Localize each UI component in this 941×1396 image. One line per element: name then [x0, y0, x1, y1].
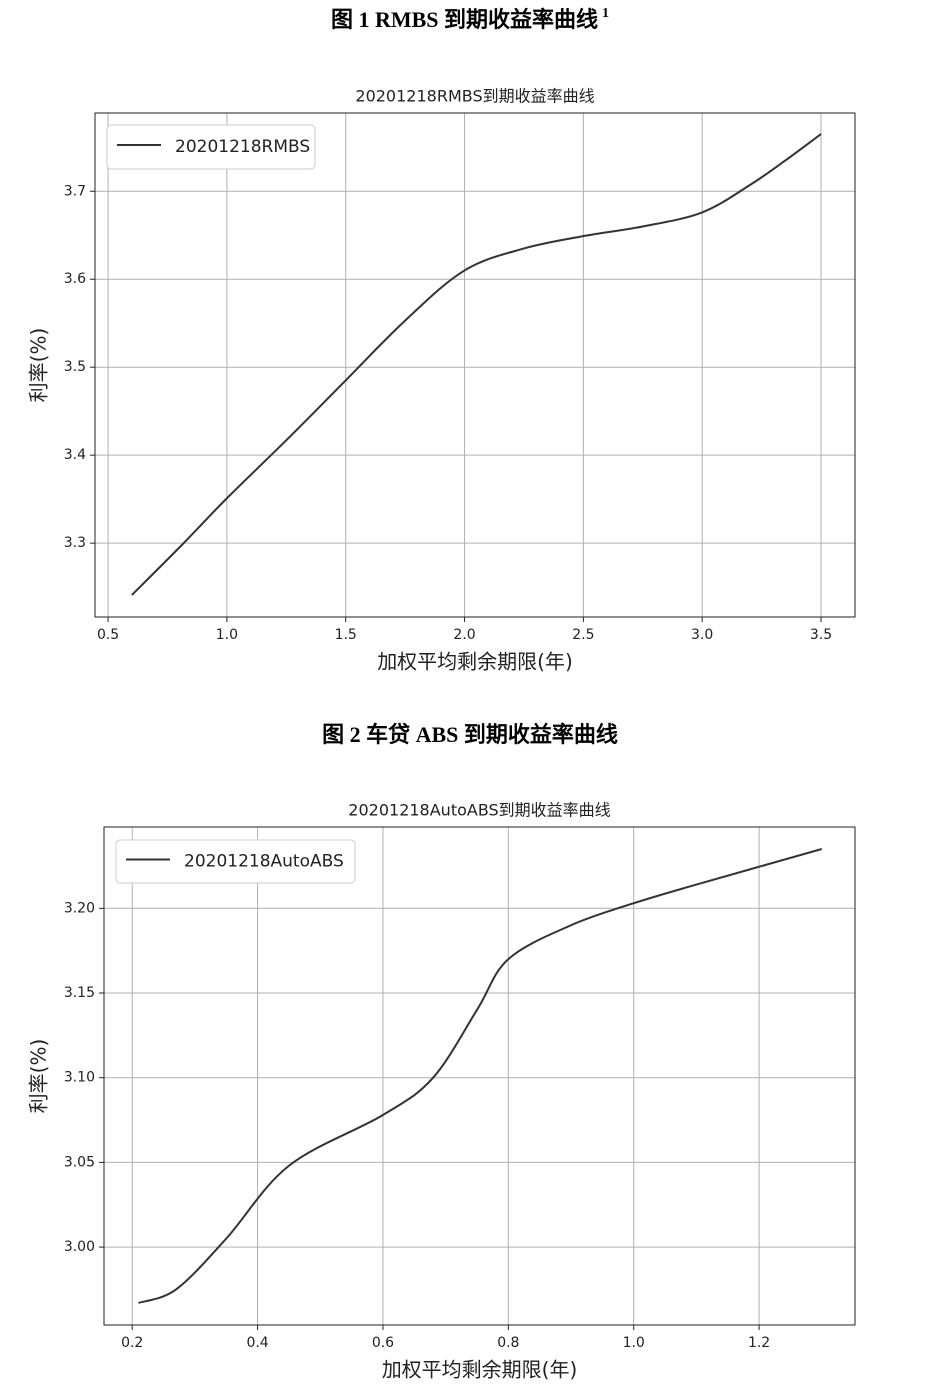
y-tick-label: 3.05 — [64, 1154, 95, 1170]
y-tick-label: 3.00 — [64, 1239, 95, 1255]
x-tick-label: 2.0 — [453, 627, 475, 643]
chart-title: 20201218RMBS到期收益率曲线 — [355, 87, 594, 106]
caption-text: 图 1 RMBS 到期收益率曲线 — [331, 7, 598, 32]
y-tick-label: 3.10 — [64, 1070, 95, 1086]
x-tick-label: 0.6 — [372, 1335, 394, 1351]
legend-box — [106, 124, 316, 170]
x-tick-label: 0.5 — [97, 627, 119, 643]
line — [138, 848, 823, 1304]
plot-frame — [94, 112, 856, 618]
caption-sup: 1 — [602, 6, 609, 21]
legend-label: 20201218RMBS — [175, 137, 310, 157]
line — [131, 133, 822, 596]
y-axis-label: 利率(%) — [27, 328, 51, 403]
x-tick-label: 0.8 — [497, 1335, 519, 1351]
chart-title: 20201218AutoABS到期收益率曲线 — [348, 801, 610, 820]
x-tick-label: 0.4 — [246, 1335, 268, 1351]
plot-frame — [103, 826, 856, 1326]
x-axis-label: 加权平均剩余期限(年) — [377, 650, 573, 674]
x-tick-label: 1.0 — [216, 627, 238, 643]
x-tick-label: 1.5 — [335, 627, 357, 643]
x-tick-label: 1.2 — [748, 1335, 770, 1351]
y-axis-label: 利率(%) — [27, 1039, 51, 1114]
x-tick-label: 2.5 — [572, 627, 594, 643]
x-tick-label: 3.5 — [810, 627, 832, 643]
y-tick-label: 3.7 — [64, 183, 86, 199]
x-tick-label: 3.0 — [691, 627, 713, 643]
y-tick-label: 3.15 — [64, 985, 95, 1001]
legend-label: 20201218AutoABS — [184, 852, 344, 872]
y-tick-label: 3.3 — [64, 535, 86, 551]
x-tick-label: 1.0 — [623, 1335, 645, 1351]
caption: 图 2 车贷 ABS 到期收益率曲线 — [322, 722, 618, 747]
x-axis-label: 加权平均剩余期限(年) — [382, 1358, 578, 1382]
caption: 图 1 RMBS 到期收益率曲线 1 — [331, 6, 609, 32]
legend-box — [115, 839, 356, 884]
x-tick-label: 0.2 — [121, 1335, 143, 1351]
y-tick-label: 3.20 — [64, 900, 95, 916]
y-tick-label: 3.4 — [64, 447, 86, 463]
y-tick-label: 3.5 — [64, 359, 86, 375]
y-tick-label: 3.6 — [64, 271, 86, 287]
caption-text: 图 2 车贷 ABS 到期收益率曲线 — [322, 722, 618, 747]
